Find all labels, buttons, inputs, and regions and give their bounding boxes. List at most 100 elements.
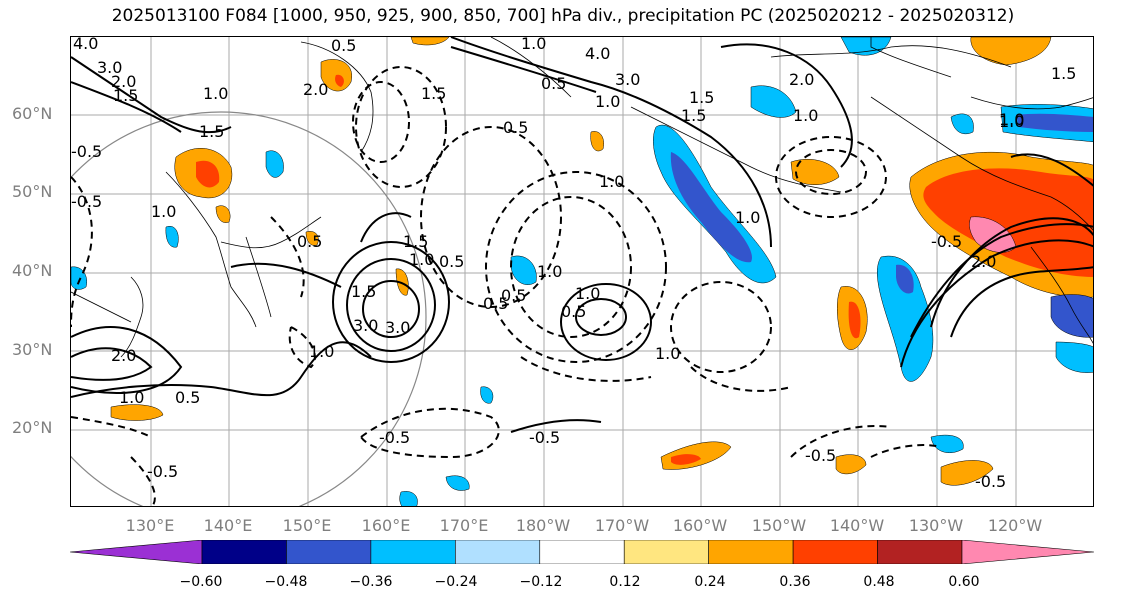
colorbar-segment bbox=[370, 540, 456, 564]
contour-label: 0.5 bbox=[483, 294, 508, 313]
contour-label: -0.5 bbox=[147, 462, 178, 481]
contour-label: 1.0 bbox=[735, 208, 760, 227]
colorbar-segment bbox=[286, 540, 372, 564]
lat-label-20n: 20°N bbox=[12, 418, 53, 437]
coastlines bbox=[71, 37, 1093, 358]
contour-label: 1.0 bbox=[309, 342, 334, 361]
contour-label: 1.0 bbox=[599, 172, 624, 191]
colorbar-segment bbox=[70, 540, 203, 564]
contour-label: 2.0 bbox=[111, 346, 136, 365]
contour-label: 0.5 bbox=[503, 118, 528, 137]
colorbar-segment bbox=[877, 540, 963, 564]
contour-label: 1.0 bbox=[575, 284, 600, 303]
lat-label-40n: 40°N bbox=[12, 261, 53, 280]
contour-label: 1.0 bbox=[655, 344, 680, 363]
dashed-contours bbox=[71, 66, 942, 506]
contour-label: -0.5 bbox=[71, 142, 102, 161]
contour-label: 0.5 bbox=[561, 302, 586, 321]
contour-label: -0.5 bbox=[71, 192, 102, 211]
precipitation-shading bbox=[71, 37, 1093, 506]
contour-label: 3.0 bbox=[385, 318, 410, 337]
contour-label: 1.0 bbox=[999, 110, 1024, 129]
contour-label: 1.0 bbox=[119, 388, 144, 407]
colorbar-tick: 0.12 bbox=[609, 574, 641, 590]
colorbar-segment bbox=[961, 540, 1094, 564]
lon-label-180w: 180°W bbox=[515, 516, 571, 535]
lon-label-160w: 160°W bbox=[672, 516, 728, 535]
colorbar-tick: −0.60 bbox=[179, 574, 223, 590]
colorbar-segment bbox=[623, 540, 709, 564]
contour-label: 1.0 bbox=[595, 92, 620, 111]
contour-label: 0.5 bbox=[331, 37, 356, 55]
lon-label-150w: 150°W bbox=[751, 516, 807, 535]
contour-label: 1.0 bbox=[203, 84, 228, 103]
contour-label: 1.5 bbox=[421, 84, 446, 103]
contour-label: 1.5 bbox=[351, 282, 376, 301]
colorbar bbox=[70, 540, 1094, 564]
colorbar-tick: −0.12 bbox=[519, 574, 563, 590]
colorbar-segment bbox=[539, 540, 625, 564]
contour-label: 1.5 bbox=[403, 232, 428, 251]
colorbar-segment bbox=[792, 540, 878, 564]
colorbar-tick: 0.36 bbox=[779, 574, 811, 590]
colorbar-tick: −0.24 bbox=[434, 574, 478, 590]
lat-label-60n: 60°N bbox=[12, 104, 53, 123]
contour-label: -0.5 bbox=[379, 428, 410, 447]
contour-label: 1.0 bbox=[151, 202, 176, 221]
map-panel: 4.0 3.0 2.0 1.5 1.0 0.5 1.5 1.0 0.5 2.0 … bbox=[70, 36, 1094, 507]
contour-label: 1.5 bbox=[681, 106, 706, 125]
contour-label: 3.0 bbox=[353, 316, 378, 335]
lat-label-30n: 30°N bbox=[12, 340, 53, 359]
colorbar-tick: −0.36 bbox=[349, 574, 393, 590]
contour-label: 1.0 bbox=[999, 112, 1024, 131]
contour-label: 0.5 bbox=[297, 232, 322, 251]
contour-label: 3.0 bbox=[97, 58, 122, 77]
contour-label-group: 4.0 3.0 2.0 1.5 1.0 0.5 1.5 1.0 0.5 2.0 … bbox=[71, 37, 1076, 491]
colorbar-tick: 0.60 bbox=[948, 574, 980, 590]
contour-label: 2.0 bbox=[971, 252, 996, 271]
contour-label: 1.5 bbox=[113, 86, 138, 105]
lon-label-120w: 120°W bbox=[987, 516, 1043, 535]
contour-label: -0.5 bbox=[805, 446, 836, 465]
lon-label-150e: 150°E bbox=[282, 516, 332, 535]
contour-label: 1.0 bbox=[409, 250, 434, 269]
contour-label: 2.0 bbox=[111, 72, 136, 91]
contour-label: 1.5 bbox=[689, 88, 714, 107]
contour-label: 4.0 bbox=[73, 37, 98, 53]
lon-label-170e: 170°E bbox=[439, 516, 489, 535]
contour-label: 0.5 bbox=[501, 286, 526, 305]
contour-label: 3.0 bbox=[615, 70, 640, 89]
solid-contours bbox=[71, 37, 1093, 433]
lon-label-140w: 140°W bbox=[829, 516, 885, 535]
contour-label: -0.5 bbox=[529, 428, 560, 447]
lon-label-170w: 170°W bbox=[594, 516, 650, 535]
contour-label: 1.0 bbox=[521, 37, 546, 53]
colorbar-segments bbox=[70, 540, 1094, 564]
contour-label: 0.5 bbox=[175, 388, 200, 407]
map-canvas: 4.0 3.0 2.0 1.5 1.0 0.5 1.5 1.0 0.5 2.0 … bbox=[71, 37, 1093, 506]
contour-label: 0.5 bbox=[541, 74, 566, 93]
colorbar-segment bbox=[708, 540, 794, 564]
lat-label-50n: 50°N bbox=[12, 182, 53, 201]
lon-label-140e: 140°E bbox=[203, 516, 253, 535]
contour-label: 1.0 bbox=[537, 262, 562, 281]
contour-label: 2.0 bbox=[303, 80, 328, 99]
lon-label-160e: 160°E bbox=[361, 516, 411, 535]
lon-label-130w: 130°W bbox=[908, 516, 964, 535]
map-title: 2025013100 F084 [1000, 950, 925, 900, 85… bbox=[111, 6, 1015, 26]
contour-label: 0.5 bbox=[439, 252, 464, 271]
colorbar-tick: 0.24 bbox=[694, 574, 726, 590]
contour-label: 4.0 bbox=[585, 44, 610, 63]
contour-label: -0.5 bbox=[931, 232, 962, 251]
contour-label: -0.5 bbox=[975, 472, 1006, 491]
colorbar-tick: −0.48 bbox=[264, 574, 308, 590]
contour-label: 2.0 bbox=[789, 70, 814, 89]
lon-label-130e: 130°E bbox=[125, 516, 175, 535]
contour-label: 1.5 bbox=[199, 122, 224, 141]
colorbar-segment bbox=[455, 540, 541, 564]
range-circle bbox=[71, 111, 427, 506]
contour-label: 1.5 bbox=[1051, 64, 1076, 83]
contour-label: 1.0 bbox=[793, 106, 818, 125]
colorbar-segment bbox=[201, 540, 287, 564]
colorbar-tick: 0.48 bbox=[863, 574, 895, 590]
